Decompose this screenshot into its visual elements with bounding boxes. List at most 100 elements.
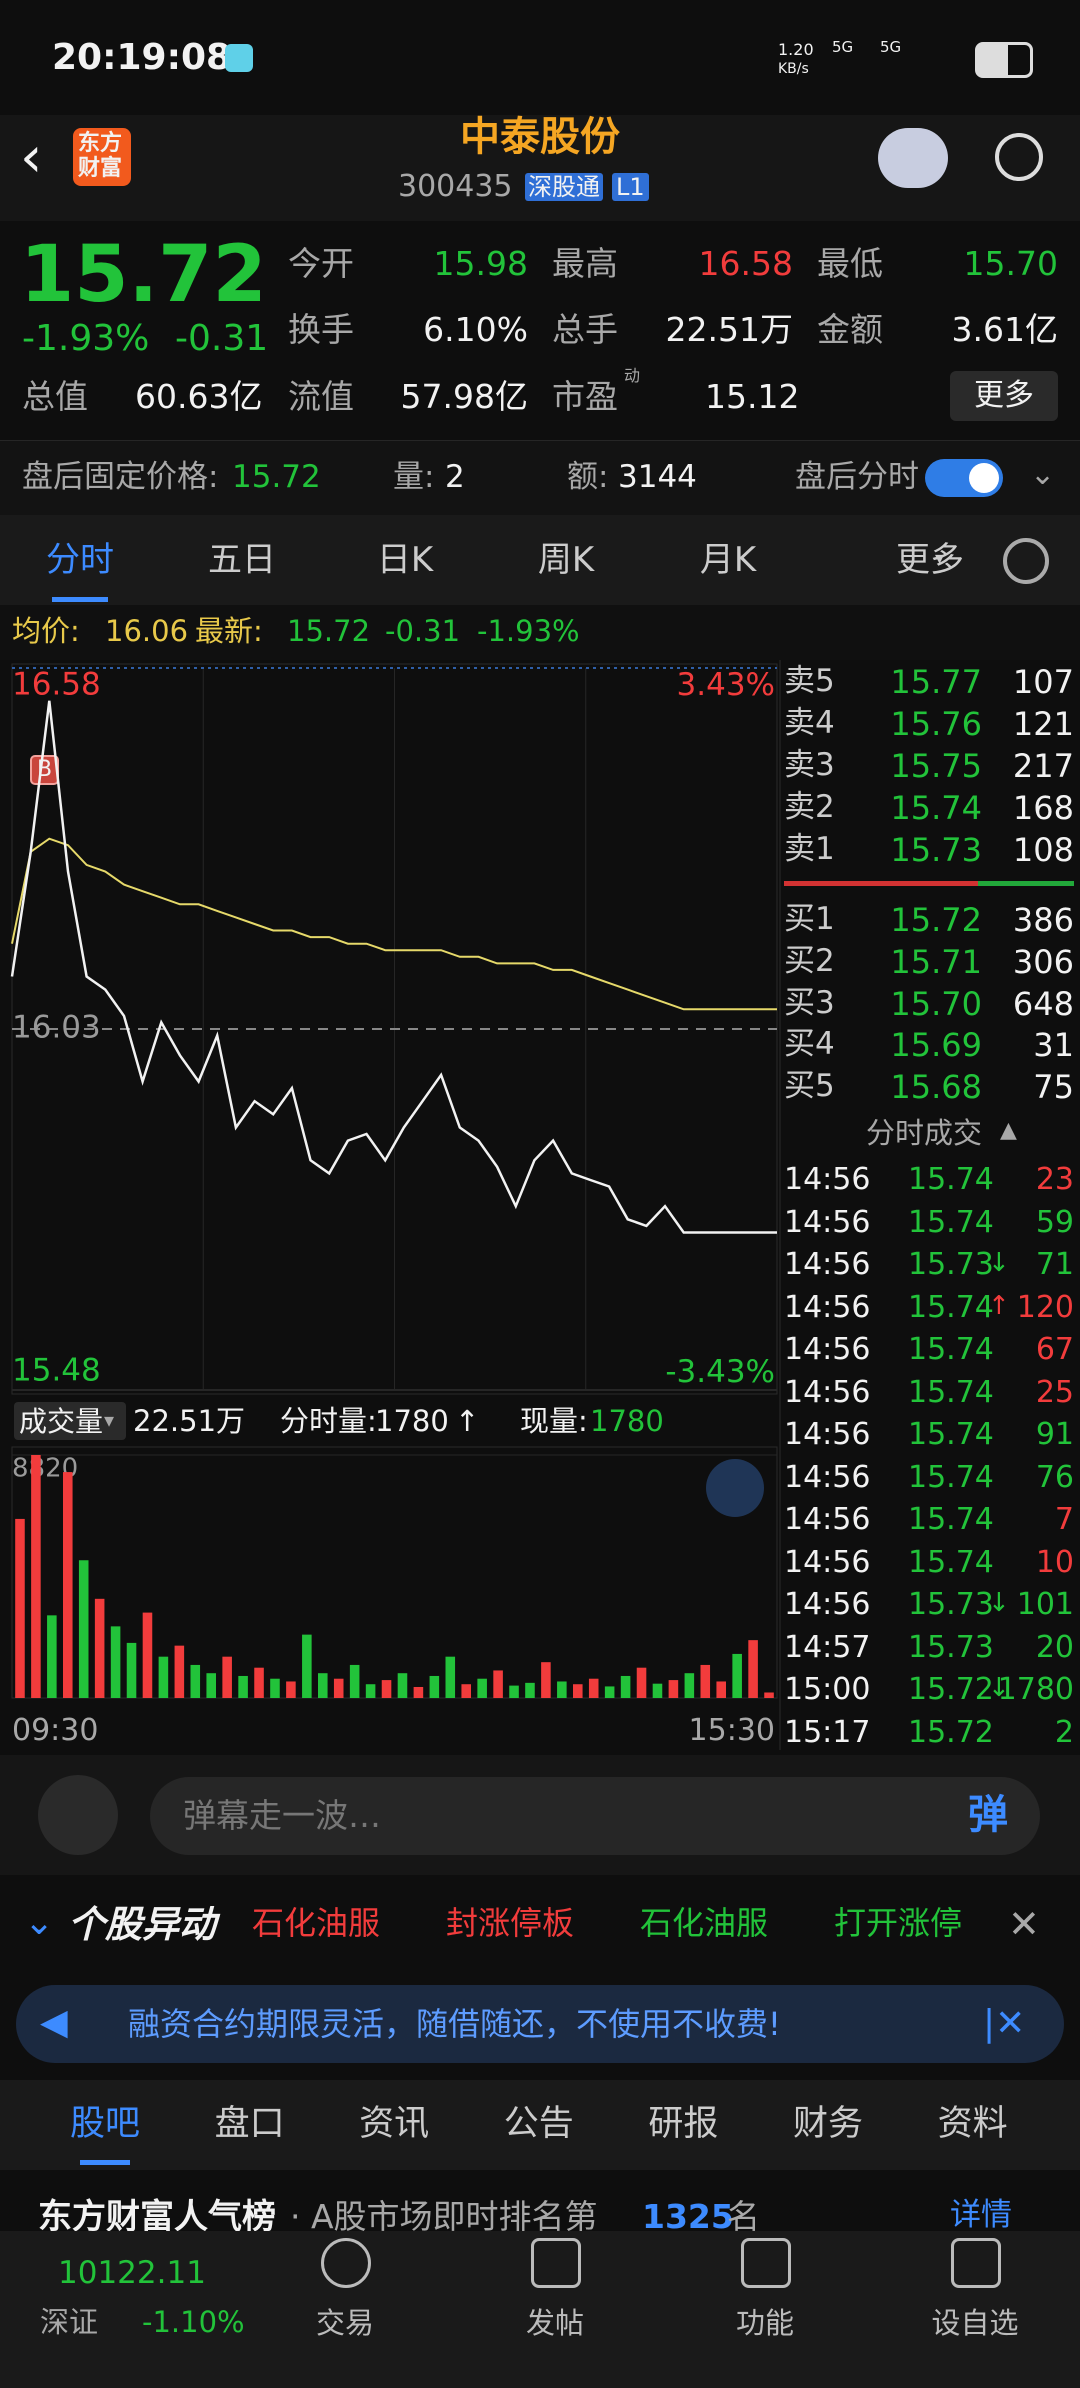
volume-bar [620, 1675, 631, 1698]
buy-marker[interactable]: B [30, 755, 60, 785]
volume-bar [636, 1667, 647, 1698]
tick-arrow: ↑ [455, 1404, 480, 1438]
nav-icon[interactable] [531, 2238, 581, 2288]
volume-bar [63, 1472, 73, 1698]
banner[interactable] [16, 1985, 1064, 2063]
alert-item[interactable]: 石化油服 [640, 1904, 769, 1942]
field-value: 6.10% [423, 310, 528, 349]
tab[interactable]: 日K [376, 540, 434, 580]
volume-bar [764, 1692, 774, 1698]
mascot[interactable] [878, 128, 948, 188]
nav-label[interactable]: 交易 [315, 2306, 374, 2340]
nav-icon[interactable] [321, 2238, 371, 2288]
book-price: 15.73 [890, 831, 982, 869]
tab[interactable]: 周K [537, 540, 595, 580]
volume-bar [429, 1675, 440, 1698]
tab[interactable]: 研报 [648, 2104, 719, 2144]
trade-arrow: ↓ [988, 1588, 1010, 1618]
field-value: 22.51万 [665, 310, 793, 349]
field-label: 金额 [817, 310, 883, 349]
comment-icon[interactable] [38, 1775, 118, 1855]
net-type: 5G [880, 38, 902, 56]
ranking-link[interactable]: 详情 [950, 2197, 1012, 2233]
tab[interactable]: 资讯 [359, 2104, 430, 2144]
volume-bar [413, 1686, 424, 1698]
index-change: -1.10% [142, 2305, 245, 2339]
trade-time: 14:57 [784, 1629, 871, 1665]
volume-bar [588, 1678, 599, 1698]
nav-label[interactable]: 发帖 [525, 2306, 584, 2340]
more-button[interactable]: 更多 [950, 371, 1058, 421]
now-value: 1780 [590, 1404, 664, 1438]
trades-title[interactable]: 分时成交 [866, 1116, 983, 1150]
banner-text[interactable]: 融资合约期限灵活，随借随还，不使用不收费! [128, 2005, 781, 2043]
volume-bar [668, 1680, 679, 1698]
last-value: 15.72 [287, 614, 371, 648]
tab-indicator [80, 2160, 130, 2165]
trade-vol: 59 [1035, 1204, 1074, 1240]
volume-bar [302, 1634, 312, 1698]
tab[interactable]: 更多 [896, 540, 964, 580]
nav-label[interactable]: 设自选 [931, 2306, 1019, 2340]
book-vol: 168 [1012, 789, 1074, 827]
book-vol: 306 [1012, 942, 1074, 981]
comment-input[interactable] [150, 1777, 1040, 1855]
trade-time: 14:56 [784, 1587, 871, 1622]
time-label: 09:30 [12, 1713, 99, 1748]
tab[interactable]: 月K [699, 540, 757, 580]
bottom-tab-bar [0, 2080, 1080, 2170]
book-price: 15.69 [890, 1026, 982, 1065]
alert-item[interactable]: 封涨停板 [446, 1904, 575, 1942]
tab[interactable]: 财务 [792, 2104, 863, 2144]
field-label: 最高 [552, 244, 618, 283]
toggle[interactable] [925, 459, 1003, 497]
ranking-rank: 1325 [642, 2197, 734, 2236]
placeholder[interactable]: 弹幕走一波… [183, 1796, 381, 1835]
banner-close[interactable]: |✕ [983, 2003, 1026, 2044]
volume-bar [700, 1664, 711, 1698]
trade-vol: 20 [1035, 1629, 1074, 1665]
trade-arrow: ↓ [988, 1248, 1010, 1278]
back-button[interactable]: ‹ [20, 125, 43, 190]
trade-time: 15:17 [784, 1714, 871, 1750]
tab[interactable]: 分时 [46, 540, 114, 580]
danmaku-button[interactable]: 弹 [968, 1792, 1008, 1838]
change-pct: -1.93% [477, 614, 580, 648]
bid-bar [978, 881, 1074, 886]
book-price: 15.70 [890, 984, 982, 1023]
tab[interactable]: 五日 [208, 540, 276, 580]
tab[interactable]: 盘口 [214, 2104, 285, 2144]
book-price: 15.74 [890, 789, 982, 827]
tab[interactable]: 股吧 [69, 2104, 140, 2144]
book-label: 买3 [784, 984, 835, 1021]
book-label: 买2 [784, 942, 835, 979]
nav-icon[interactable] [951, 2238, 1001, 2288]
ah-value: 15.72 [232, 459, 321, 495]
change: -0.31 [175, 318, 269, 359]
field-value: 3.61亿 [951, 310, 1058, 349]
field-label: 总值 [22, 377, 88, 416]
close-button[interactable]: ✕ [1008, 1902, 1040, 1946]
nav-icon[interactable] [741, 2238, 791, 2288]
ah-value: 2 [445, 459, 465, 495]
expand-button[interactable] [706, 1459, 764, 1517]
alert-item[interactable]: 石化油服 [252, 1904, 381, 1942]
volume-label[interactable]: 成交量 [19, 1405, 104, 1438]
trade-vol: 10 [1035, 1544, 1074, 1580]
trade-price: 15.72 [908, 1672, 994, 1707]
chevron[interactable]: ⌄ [24, 1902, 55, 1943]
search-button[interactable] [995, 133, 1043, 181]
book-price: 15.77 [890, 663, 982, 701]
alert-item[interactable]: 打开涨停 [834, 1904, 963, 1942]
tab[interactable]: 资料 [937, 2104, 1008, 2144]
book-label: 买1 [784, 901, 835, 937]
trade-price: 15.74 [908, 1459, 994, 1495]
settings-button[interactable] [1003, 538, 1049, 584]
tab[interactable]: 公告 [503, 2104, 574, 2144]
price: 15.72 [20, 230, 267, 320]
volume-bar [732, 1653, 742, 1698]
volume-selector[interactable] [14, 1402, 126, 1440]
nav-label[interactable]: 功能 [735, 2306, 794, 2340]
trade-time: 14:56 [784, 1204, 871, 1240]
chevron[interactable]: ⌄ [1030, 457, 1056, 492]
